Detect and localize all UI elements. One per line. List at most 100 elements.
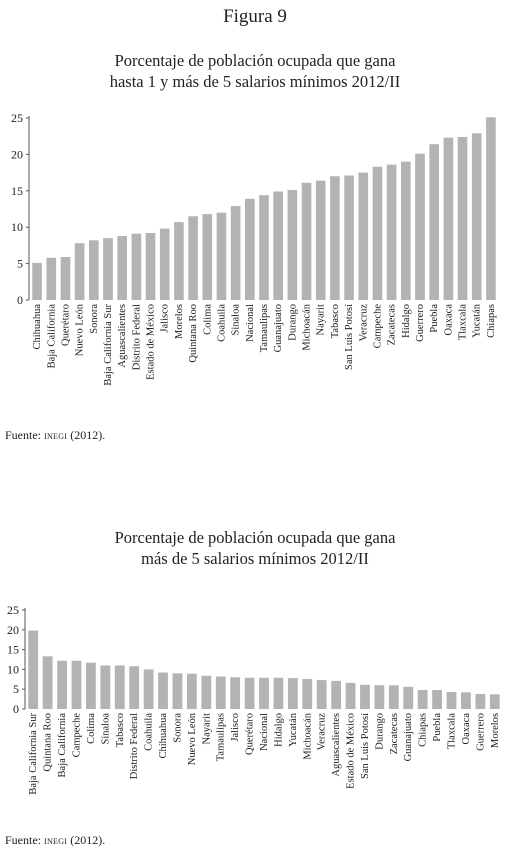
chart-0-category-label: Guerrero <box>415 304 426 342</box>
chart-1-category-label: Guanajuato <box>403 713 414 761</box>
chart-0-category-label: Tlaxcala <box>458 304 469 340</box>
chart-0-bar <box>216 212 227 300</box>
chart-0-category-label: Morelos <box>174 304 185 339</box>
chart-1-category-label: Baja California Sur <box>28 713 39 795</box>
chart-0-category-label: San Luis Potosí <box>344 304 355 370</box>
chart-2-source-prefix: Fuente: <box>5 833 41 847</box>
chart-1-bar <box>273 677 284 709</box>
chart-0-category-label: Tabasco <box>330 304 341 338</box>
chart-0-category-label: Veracruz <box>358 304 369 342</box>
chart-1-bar <box>432 689 442 709</box>
chart-0-category-label: Tamaulipas <box>259 304 270 352</box>
chart-0-bar <box>400 161 411 300</box>
chart-1-category-label: Jalisco <box>230 713 241 742</box>
chart-1-y-tick-label: 20 <box>7 623 19 637</box>
chart-1-title-line-2: hasta 1 y más de 5 salarios mínimos 2012… <box>109 72 401 91</box>
chart-0-bar <box>287 190 298 300</box>
chart-0-category-label: Nacional <box>245 304 256 342</box>
chart-0-bar <box>429 144 440 300</box>
chart-1-y-tick-label: 25 <box>7 603 19 617</box>
chart-1-bar <box>42 656 53 709</box>
chart-1-y-tick-label: 5 <box>13 682 19 696</box>
chart-1-category-label: Hidalgo <box>273 713 284 747</box>
chart-1-bar <box>143 669 154 709</box>
chart-1-category-label: Nuevo León <box>187 712 198 765</box>
chart-0-bar <box>358 172 369 300</box>
chart-2-source-org: inegi <box>44 835 68 847</box>
figure-title: Figura 9 <box>223 6 287 27</box>
chart-1-bar <box>201 675 212 709</box>
chart-0-category-label: Querétaro <box>60 304 71 346</box>
chart-1-category-label: Tlaxcala <box>447 713 458 749</box>
chart-0-category-label: Sinaloa <box>231 304 242 336</box>
chart-0-bar <box>415 153 425 300</box>
chart-1-category-label: Oaxaca <box>461 713 472 745</box>
chart-1-category-label: Tabasco <box>115 713 126 747</box>
chart-1-category-label: Durango <box>374 713 385 750</box>
chart-1-category-label: Colima <box>86 713 97 744</box>
chart-1-category-label: Aguascalientes <box>331 713 342 777</box>
chart-1-bar <box>302 678 313 709</box>
chart-1-bar <box>287 678 298 709</box>
chart-0-bar <box>46 257 57 300</box>
chart-1-bar <box>172 673 183 709</box>
chart-0-bar <box>117 235 128 300</box>
chart-0-category-label: Nayarit <box>316 304 327 336</box>
chart-1-bar <box>230 677 241 709</box>
chart-1-bar <box>71 660 82 709</box>
chart-1-category-label: Estado de México <box>346 713 357 789</box>
chart-0-bar <box>88 240 99 300</box>
chart-1-bar <box>331 680 342 709</box>
chart-0-bar <box>202 214 213 300</box>
chart-1-title: Porcentaje de población ocupada que gana… <box>0 50 510 92</box>
chart-1-bar <box>100 665 111 709</box>
chart-0-bar <box>315 180 326 300</box>
chart-1-category-label: Guerrero <box>475 713 486 751</box>
chart-0-bar <box>330 176 340 300</box>
chart-1-bar <box>129 666 140 709</box>
chart-0-bar <box>174 222 184 300</box>
chart-2-title: Porcentaje de población ocupada que gana… <box>0 527 510 569</box>
chart-0-bar <box>145 233 156 300</box>
chart-0-bar <box>471 133 482 300</box>
chart-1-category-label: San Luis Potosí <box>360 713 371 779</box>
chart-1-category-label: Sonora <box>172 713 183 743</box>
chart-1-category-label: Querétaro <box>245 713 256 755</box>
chart-0-bar <box>131 233 142 300</box>
chart-2-title-line-1: Porcentaje de población ocupada que gana <box>114 528 396 547</box>
chart-0-category-label: Baja California <box>46 304 57 369</box>
chart-0-bar <box>244 198 255 300</box>
chart-1-bar <box>244 677 255 709</box>
chart-0-y-tick-label: 10 <box>11 220 23 234</box>
chart-1-bar <box>114 665 125 709</box>
chart-1-bar <box>215 676 226 709</box>
chart-0-bar <box>386 164 397 300</box>
chart-1-bar <box>446 691 457 709</box>
chart-0-bar <box>301 182 312 300</box>
chart-1-category-label: Baja California <box>57 713 68 778</box>
chart-1-category-label: Sinaloa <box>100 713 111 745</box>
chart-1-plot: 0 5 10 15 20 25 Chihuahua Baja California Querét… <box>11 111 497 386</box>
chart-0-category-label: Yucatán <box>472 303 483 338</box>
chart-0-y-tick-label: 5 <box>17 257 23 271</box>
chart-0-category-label: Coahuila <box>216 304 227 342</box>
chart-0-category-label: Durango <box>287 304 298 341</box>
chart-1-bar <box>259 677 269 709</box>
chart-2-source: Fuente: inegi (2012). <box>5 833 105 848</box>
chart-0-category-label: Estado de México <box>146 304 157 380</box>
chart-0-category-label: Quintana Roo <box>188 304 199 363</box>
chart-1-category-label: Morelos <box>490 713 501 748</box>
chart-1-y-tick-label: 15 <box>7 643 19 657</box>
chart-1-category-label: Yucatán <box>288 712 299 747</box>
chart-1-bar <box>57 660 67 709</box>
chart-0-category-label: Aguascalientes <box>117 304 128 368</box>
chart-0-category-label: Campeche <box>372 304 383 349</box>
chart-0-category-label: Puebla <box>429 304 440 333</box>
chart-0-bar <box>486 117 496 300</box>
chart-1-title-line-1: Porcentaje de población ocupada que gana <box>114 51 396 70</box>
chart-0-bar <box>273 191 284 300</box>
chart-1-category-label: Campeche <box>71 713 82 758</box>
chart-0-bar <box>372 166 383 300</box>
chart-1-category-label: Zacatecas <box>389 713 400 754</box>
chart-0-category-label: Jalisco <box>160 304 171 333</box>
